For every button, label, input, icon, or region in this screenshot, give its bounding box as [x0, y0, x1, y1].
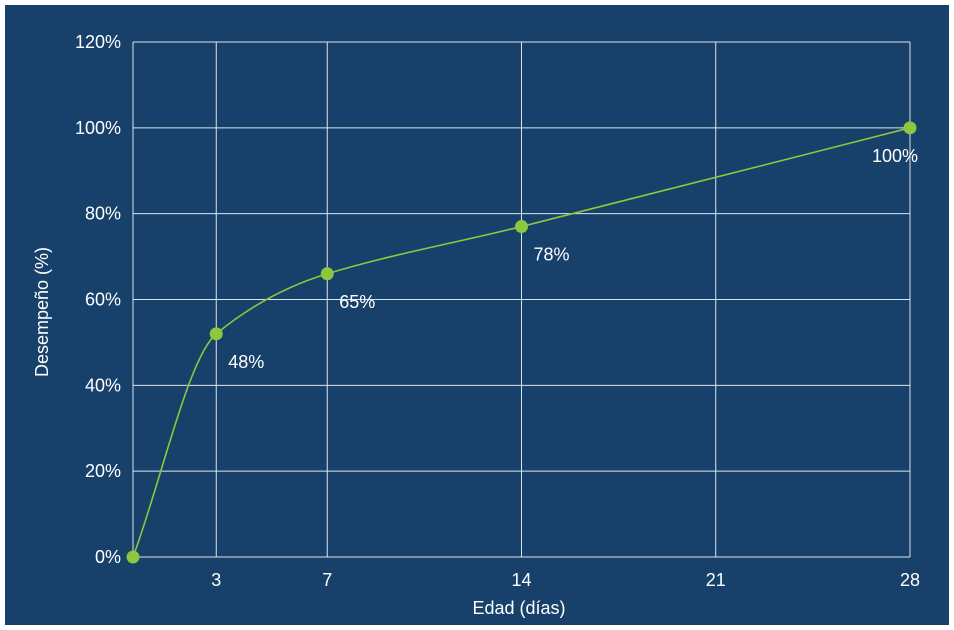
y-tick-label: 0%	[95, 547, 121, 567]
data-point	[515, 220, 528, 234]
data-label: 78%	[534, 245, 570, 265]
x-tick-label: 7	[322, 570, 332, 590]
tick-label-layer: 3 7 14 21 28 0% 20% 40% 60% 80% 100% 120%	[75, 32, 920, 590]
y-tick-label: 40%	[85, 375, 121, 395]
series-layer	[132, 127, 911, 558]
data-label-layer: 48% 65% 78% 100%	[228, 146, 918, 372]
y-axis-label: Desempeño (%)	[32, 247, 52, 377]
x-tick-label: 21	[706, 570, 726, 590]
y-tick-label: 80%	[85, 204, 121, 224]
y-tick-label: 100%	[75, 118, 121, 138]
data-label: 65%	[339, 292, 375, 312]
x-tick-label: 3	[211, 570, 221, 590]
data-label: 100%	[872, 146, 918, 166]
data-point	[903, 121, 917, 135]
data-label: 48%	[228, 352, 264, 372]
grid-layer	[132, 41, 911, 558]
y-tick-label: 120%	[75, 32, 121, 52]
x-axis-label: Edad (días)	[472, 598, 565, 618]
chart-panel	[5, 5, 949, 625]
data-point	[209, 327, 223, 341]
y-tick-label: 20%	[85, 461, 121, 481]
x-tick-label: 28	[900, 570, 920, 590]
data-point-layer	[126, 121, 917, 564]
x-tick-label: 14	[511, 570, 531, 590]
performance-line	[132, 127, 911, 558]
data-point	[320, 267, 334, 281]
data-point	[126, 550, 140, 564]
y-tick-label: 60%	[85, 290, 121, 310]
